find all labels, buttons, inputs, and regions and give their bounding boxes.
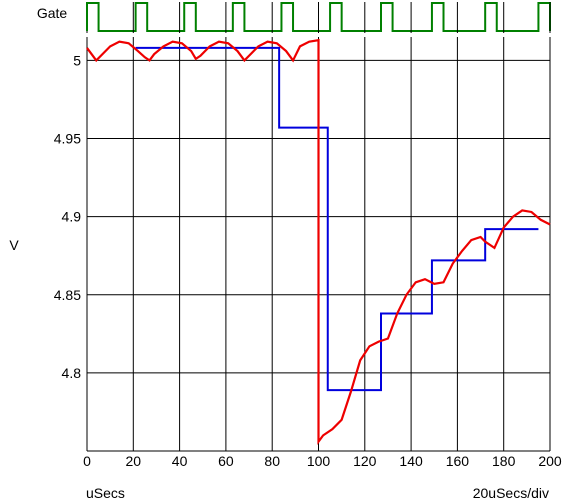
x-tick-label: 160 bbox=[446, 453, 470, 469]
gate-label: Gate bbox=[37, 5, 68, 21]
main-plot: 0 20 40 60 80 100 120 140 160 180 200 5 4.95 4.9 4.85 4… bbox=[9, 2, 562, 501]
x-tick-label: 180 bbox=[492, 453, 516, 469]
x-tick-label: 100 bbox=[307, 453, 331, 469]
x-tick-label: 0 bbox=[83, 453, 91, 469]
x-tick-label: 120 bbox=[353, 453, 377, 469]
gate-signal-line bbox=[86, 2, 551, 32]
x-tick-label: 60 bbox=[218, 453, 234, 469]
x-tick-label: 40 bbox=[172, 453, 188, 469]
x-tick-label: 140 bbox=[399, 453, 423, 469]
y-axis-label: V bbox=[9, 237, 19, 253]
x-tick-label: 20 bbox=[126, 453, 142, 469]
gate-panel: Gate bbox=[37, 2, 551, 33]
y-tick-label: 4.8 bbox=[62, 365, 82, 381]
y-tick-label: 4.9 bbox=[62, 209, 82, 225]
tick-labels: 0 20 40 60 80 100 120 140 160 180 200 5 4.95 4.9 4.85 4… bbox=[54, 52, 562, 469]
x-tick-label: 80 bbox=[264, 453, 280, 469]
x-axis-label-left: uSecs bbox=[86, 485, 125, 501]
y-tick-label: 5 bbox=[73, 52, 81, 68]
x-axis-label-right: 20uSecs/div bbox=[473, 485, 549, 501]
x-tick-label: 200 bbox=[538, 453, 562, 469]
y-tick-label: 4.85 bbox=[54, 287, 81, 303]
series-step-line bbox=[135, 46, 539, 392]
series-output-line bbox=[86, 38, 551, 445]
y-tick-label: 4.95 bbox=[54, 131, 81, 147]
